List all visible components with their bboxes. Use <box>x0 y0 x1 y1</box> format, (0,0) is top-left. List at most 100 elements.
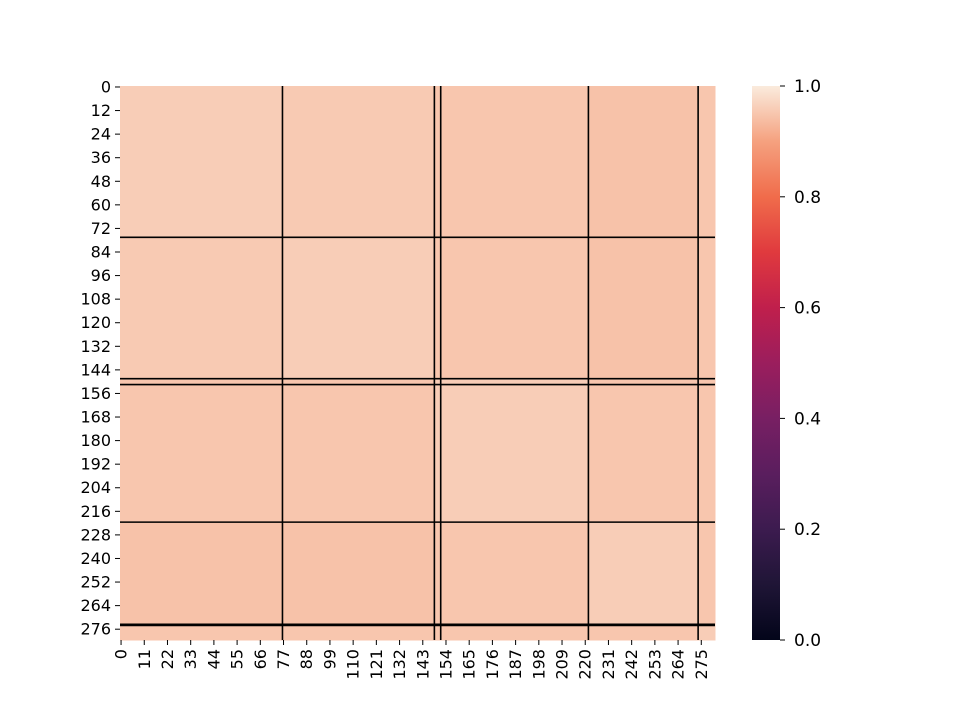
x-tick-label: 231 <box>599 649 618 680</box>
x-tick-label: 99 <box>320 649 339 669</box>
heatmap-block <box>120 624 283 641</box>
y-tick-label: 120 <box>80 313 111 332</box>
x-tick-label: 143 <box>413 649 432 680</box>
x-tick-label: 121 <box>367 649 386 680</box>
x-axis: 0 11 22 33 44 55 66 77 88 99 110 121 132 143 154 165 176… <box>112 640 711 680</box>
heatmap-block <box>434 522 442 625</box>
heatmap-block <box>698 378 716 386</box>
y-tick-label: 84 <box>91 243 111 262</box>
heatmap-block <box>282 378 435 386</box>
y-tick-label: 264 <box>80 596 111 615</box>
colorbar-tick-label: 0.2 <box>794 520 821 540</box>
heatmap-block <box>440 86 589 238</box>
y-tick-label: 0 <box>101 77 111 96</box>
heatmap-block <box>588 237 699 380</box>
heatmap-block <box>588 384 699 523</box>
heatmap-block <box>698 237 716 380</box>
heatmap-block <box>698 384 716 523</box>
y-tick-label: 228 <box>80 525 111 544</box>
block-boundary-lines <box>120 86 715 640</box>
heatmap-block <box>282 384 435 523</box>
colorbar-gradient <box>752 86 780 640</box>
y-tick-label: 132 <box>80 337 111 356</box>
y-tick-label: 36 <box>91 148 111 167</box>
x-tick-label: 242 <box>622 649 641 680</box>
heatmap-block <box>282 522 435 625</box>
y-tick-label: 240 <box>80 549 111 568</box>
x-tick-label: 110 <box>344 649 363 680</box>
heatmap-cells <box>120 86 716 641</box>
colorbar-tick-label: 0.0 <box>794 631 821 651</box>
y-tick-label: 252 <box>80 573 111 592</box>
x-tick-label: 176 <box>483 649 502 680</box>
heatmap-block <box>698 522 716 625</box>
heatmap-block <box>588 378 699 386</box>
heatmap-block <box>434 237 442 380</box>
colorbar-tick-label: 1.0 <box>794 77 821 97</box>
y-tick-label: 60 <box>91 195 111 214</box>
heatmap-block <box>434 86 442 238</box>
x-tick-label: 0 <box>112 649 131 659</box>
x-tick-label: 44 <box>204 649 223 669</box>
heatmap-block <box>120 237 283 380</box>
y-tick-label: 192 <box>80 455 111 474</box>
heatmap-block <box>440 237 589 380</box>
heatmap-block <box>434 384 442 523</box>
x-tick-label: 198 <box>529 649 548 680</box>
heatmap-block <box>588 624 699 641</box>
y-axis: 0 12 24 36 48 60 72 84 96 108 120 132 144 156 168 180 19… <box>80 77 120 639</box>
heatmap-block <box>588 522 699 625</box>
heatmap-block <box>282 624 435 641</box>
heatmap-block <box>440 378 589 386</box>
y-tick-label: 276 <box>80 620 111 639</box>
x-tick-label: 22 <box>158 649 177 669</box>
y-tick-label: 144 <box>80 360 111 379</box>
y-tick-label: 72 <box>91 219 111 238</box>
x-tick-label: 264 <box>669 649 688 680</box>
y-tick-label: 180 <box>80 431 111 450</box>
x-tick-label: 11 <box>135 649 154 669</box>
colorbar-tick-label: 0.8 <box>794 188 821 208</box>
y-tick-label: 216 <box>80 502 111 521</box>
x-tick-label: 209 <box>553 649 572 680</box>
colorbar-tick-label: 0.6 <box>794 299 821 319</box>
x-tick-label: 33 <box>181 649 200 669</box>
x-tick-label: 154 <box>436 649 455 680</box>
x-tick-label: 253 <box>645 649 664 680</box>
y-tick-label: 156 <box>80 384 111 403</box>
heatmap-block <box>440 624 589 641</box>
heatmap-block <box>120 378 283 386</box>
y-tick-label: 168 <box>80 408 111 427</box>
y-tick-label: 24 <box>91 125 111 144</box>
x-tick-label: 55 <box>228 649 247 669</box>
y-tick-label: 204 <box>80 478 111 497</box>
heatmap-block <box>440 522 589 625</box>
heatmap-block <box>282 86 435 238</box>
x-tick-label: 66 <box>251 649 270 669</box>
y-tick-label: 96 <box>91 266 111 285</box>
y-tick-label: 48 <box>91 172 111 191</box>
x-tick-label: 132 <box>390 649 409 680</box>
x-tick-label: 275 <box>692 649 711 680</box>
heatmap-block <box>120 86 283 238</box>
heatmap-block <box>120 522 283 625</box>
heatmap-block <box>698 624 716 641</box>
y-tick-label: 108 <box>80 290 111 309</box>
heatmap-block <box>588 86 699 238</box>
x-tick-label: 165 <box>460 649 479 680</box>
heatmap-block <box>440 384 589 523</box>
heatmap-block <box>698 86 716 238</box>
heatmap-block <box>434 378 442 386</box>
heatmap-block <box>120 384 283 523</box>
x-tick-label: 220 <box>576 649 595 680</box>
heatmap-block <box>282 237 435 380</box>
x-tick-label: 77 <box>274 649 293 669</box>
colorbar: 0.0 0.2 0.4 0.6 0.8 1.0 <box>752 77 821 651</box>
colorbar-tick-label: 0.4 <box>794 409 821 429</box>
y-tick-label: 12 <box>91 101 111 120</box>
x-tick-label: 88 <box>297 649 316 669</box>
heatmap-block <box>434 624 442 641</box>
x-tick-label: 187 <box>506 649 525 680</box>
